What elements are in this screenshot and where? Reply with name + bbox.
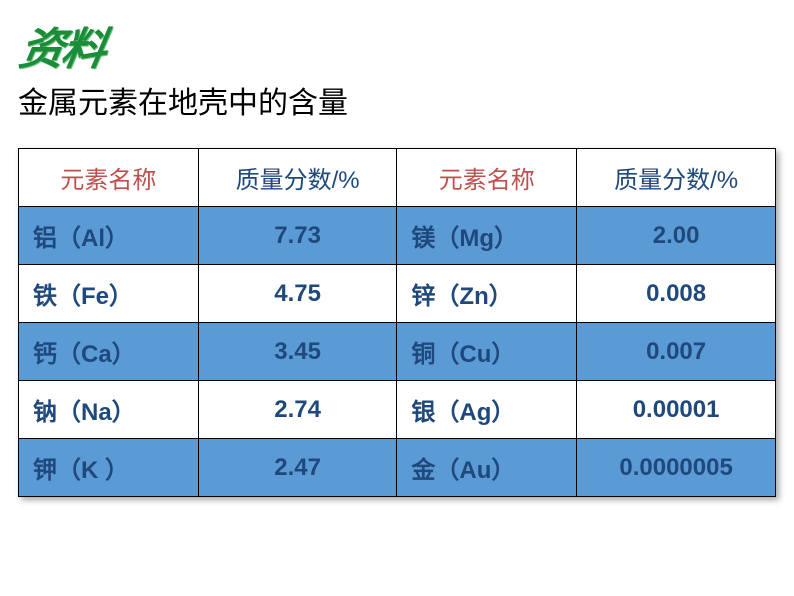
col-header-val-2: 质量分数/% [577,149,776,207]
element-name: 钙（Ca） [19,323,199,381]
element-value: 7.73 [198,207,397,265]
element-name: 镁（Mg） [397,207,577,265]
element-value: 2.74 [198,381,397,439]
col-header-val-1: 质量分数/% [198,149,397,207]
table-header-row: 元素名称 质量分数/% 元素名称 质量分数/% [19,149,776,207]
elements-table-container: 元素名称 质量分数/% 元素名称 质量分数/% 铝（Al） 7.73 镁（Mg）… [18,148,776,497]
table-row: 钙（Ca） 3.45 铜（Cu） 0.007 [19,323,776,381]
element-name: 铜（Cu） [397,323,577,381]
table-body: 铝（Al） 7.73 镁（Mg） 2.00 铁（Fe） 4.75 锌（Zn） 0… [19,207,776,497]
watermark-text: 资料 [17,30,108,70]
element-name: 钠（Na） [19,381,199,439]
element-name: 锌（Zn） [397,265,577,323]
element-value: 4.75 [198,265,397,323]
elements-table: 元素名称 质量分数/% 元素名称 质量分数/% 铝（Al） 7.73 镁（Mg）… [18,148,776,497]
element-value: 2.00 [577,207,776,265]
element-value: 3.45 [198,323,397,381]
element-name: 银（Ag） [397,381,577,439]
element-name: 钾（K ） [19,439,199,497]
col-header-name-2: 元素名称 [397,149,577,207]
element-value: 0.0000005 [577,439,776,497]
table-row: 铁（Fe） 4.75 锌（Zn） 0.008 [19,265,776,323]
element-value: 0.008 [577,265,776,323]
page-title: 金属元素在地壳中的含量 [18,78,348,122]
table-row: 铝（Al） 7.73 镁（Mg） 2.00 [19,207,776,265]
element-value: 0.007 [577,323,776,381]
element-name: 金（Au） [397,439,577,497]
element-value: 2.47 [198,439,397,497]
col-header-name-1: 元素名称 [19,149,199,207]
element-value: 0.00001 [577,381,776,439]
element-name: 铝（Al） [19,207,199,265]
table-row: 钾（K ） 2.47 金（Au） 0.0000005 [19,439,776,497]
table-row: 钠（Na） 2.74 银（Ag） 0.00001 [19,381,776,439]
element-name: 铁（Fe） [19,265,199,323]
